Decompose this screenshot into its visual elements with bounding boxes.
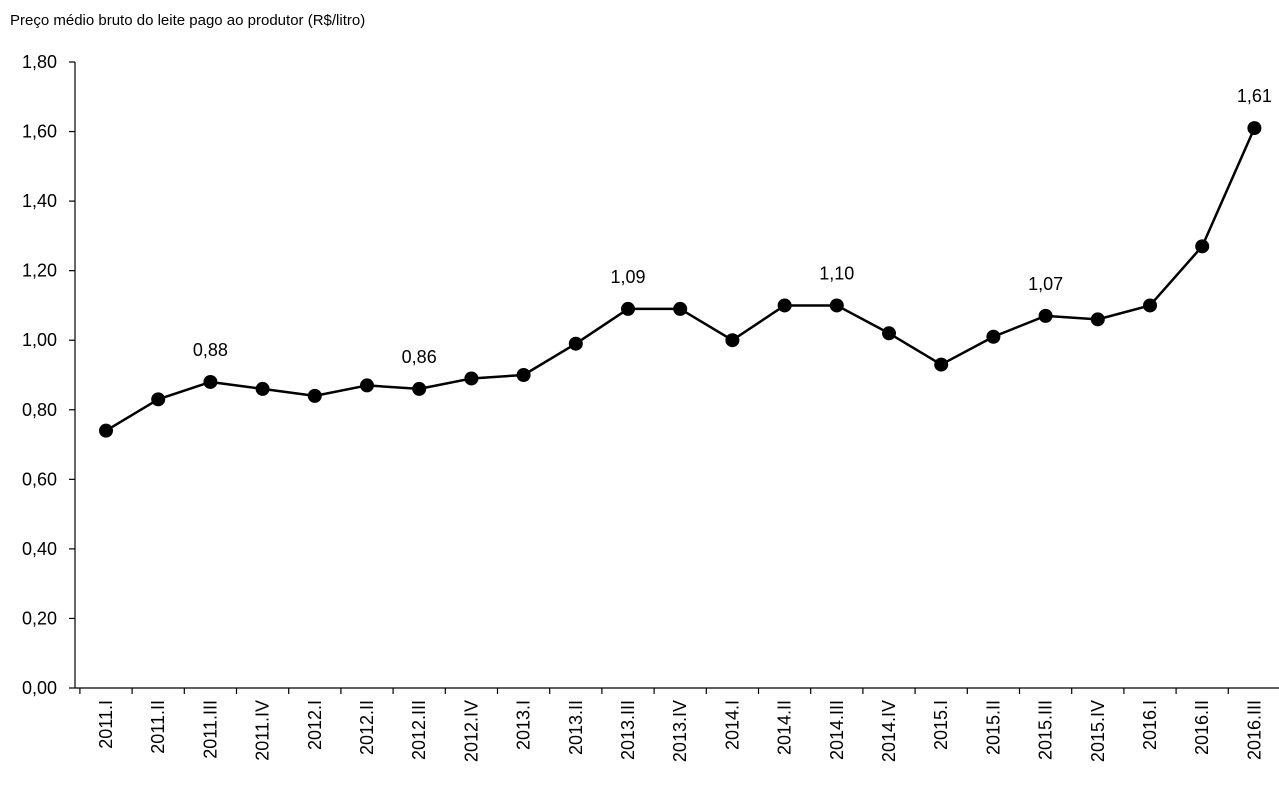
y-tick-label: 0,80 bbox=[22, 400, 57, 420]
data-label: 1,61 bbox=[1237, 86, 1272, 106]
x-tick-label: 2011.I bbox=[96, 700, 116, 749]
data-point bbox=[1247, 121, 1262, 136]
data-point bbox=[255, 381, 270, 396]
data-point bbox=[412, 381, 427, 396]
data-label: 1,07 bbox=[1028, 274, 1063, 294]
data-point bbox=[673, 301, 688, 316]
y-tick-label: 0,00 bbox=[22, 678, 57, 698]
y-tick-label: 0,60 bbox=[22, 469, 57, 489]
x-tick-label: 2012.II bbox=[357, 700, 377, 755]
data-point bbox=[829, 298, 844, 313]
data-point bbox=[151, 392, 166, 407]
x-tick-label: 2016.III bbox=[1244, 700, 1264, 760]
x-tick-label: 2014.IV bbox=[879, 700, 899, 762]
data-point bbox=[568, 336, 583, 351]
series-price bbox=[99, 121, 1262, 438]
y-tick-label: 1,40 bbox=[22, 191, 57, 211]
data-point bbox=[307, 388, 322, 403]
data-point bbox=[1143, 298, 1157, 313]
x-tick-label: 2015.III bbox=[1036, 700, 1056, 760]
data-point bbox=[1038, 308, 1053, 323]
y-tick-label: 1,20 bbox=[22, 261, 57, 281]
data-point bbox=[725, 333, 740, 348]
data-point bbox=[986, 329, 1001, 344]
x-axis: 2011.I 2011.II 2011.III 2011.IV 2012.I 2012.I… bbox=[75, 687, 1279, 762]
data-point bbox=[777, 298, 792, 313]
y-tick-label: 1,80 bbox=[22, 52, 57, 72]
x-tick-label: 2012.IV bbox=[461, 700, 481, 762]
x-tick-label: 2016.II bbox=[1192, 700, 1212, 755]
x-tick-label: 2014.I bbox=[722, 700, 742, 750]
data-point bbox=[464, 371, 479, 386]
x-tick-label: 2014.II bbox=[775, 700, 795, 755]
x-tick-label: 2016.I bbox=[1140, 700, 1160, 750]
data-point bbox=[934, 357, 949, 372]
data-label: 0,88 bbox=[193, 340, 228, 360]
x-tick-label: 2015.IV bbox=[1088, 700, 1108, 762]
series-line bbox=[105, 127, 1256, 432]
data-point bbox=[882, 326, 896, 341]
data-point bbox=[621, 301, 635, 316]
x-tick-label: 2015.I bbox=[931, 700, 951, 750]
y-tick-label: 1,60 bbox=[22, 122, 57, 142]
y-tick-label: 0,40 bbox=[22, 539, 57, 559]
x-tick-label: 2013.IV bbox=[670, 700, 690, 762]
data-label: 1,10 bbox=[819, 263, 854, 283]
data-point bbox=[203, 374, 218, 389]
x-tick-label: 2011.III bbox=[200, 700, 220, 759]
data-point bbox=[1090, 312, 1105, 327]
data-label: 1,09 bbox=[610, 267, 645, 287]
data-point bbox=[360, 378, 374, 393]
data-point bbox=[1195, 239, 1210, 254]
y-tick-label: 0,20 bbox=[22, 608, 57, 628]
y-tick-label: 1,00 bbox=[22, 330, 57, 350]
x-tick-label: 2015.II bbox=[983, 700, 1003, 755]
x-tick-label: 2011.IV bbox=[253, 700, 273, 761]
data-labels: 0,88 0,86 1,09 1,10 1,07 1,61 bbox=[193, 86, 1272, 367]
chart-title: Preço médio bruto do leite pago ao produ… bbox=[10, 12, 366, 29]
x-tick-label: 2013.I bbox=[514, 700, 534, 750]
x-tick-label: 2014.III bbox=[827, 700, 847, 760]
y-axis: 0,00 0,20 0,40 0,60 0,80 1,00 1,20 1,40 1,60 1,80 bbox=[22, 52, 76, 698]
x-tick-label: 2012.III bbox=[409, 700, 429, 760]
x-tick-label: 2013.II bbox=[566, 700, 586, 755]
x-tick-label: 2011.II bbox=[148, 700, 168, 754]
data-label: 0,86 bbox=[402, 347, 437, 367]
data-point bbox=[99, 423, 113, 438]
data-point bbox=[516, 368, 531, 382]
x-tick-label: 2012.I bbox=[305, 700, 325, 750]
x-tick-label: 2013.III bbox=[618, 700, 638, 760]
